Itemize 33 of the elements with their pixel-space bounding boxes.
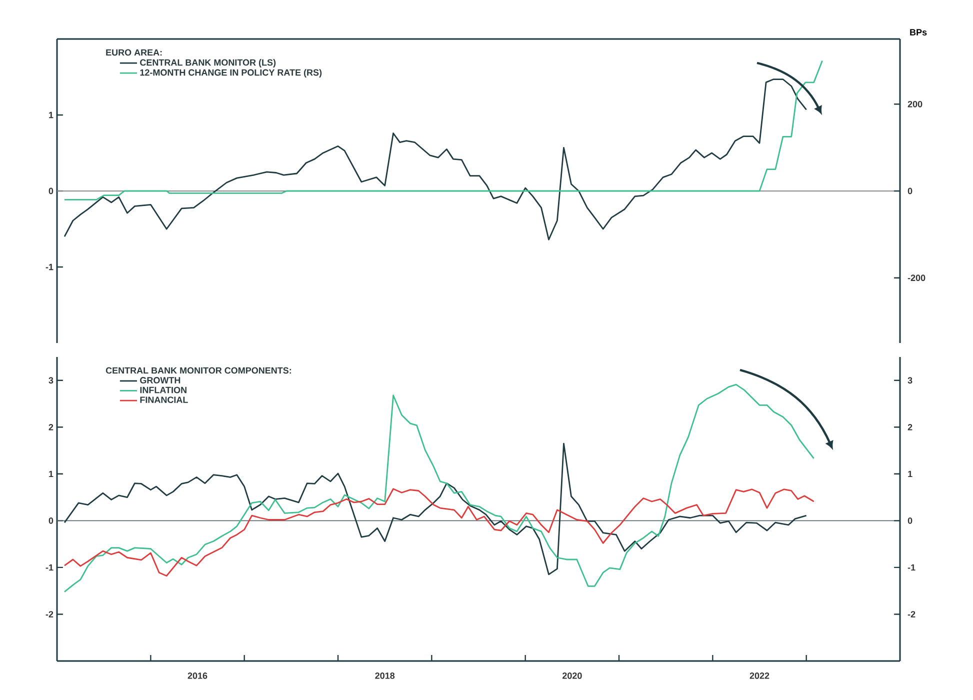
y2-tick-label: -1	[908, 564, 916, 571]
y-tick-label: -1	[46, 564, 54, 571]
legend-label: FINANCIAL	[140, 396, 188, 404]
y-tick-label: 3	[48, 377, 54, 384]
x-tick-label: 2020	[562, 672, 582, 679]
y-tick-label: 1	[49, 112, 54, 118]
y2-tick-label: 0	[908, 188, 912, 194]
y2-tick-label: 1	[908, 470, 912, 478]
legend-title: EURO AREA:	[106, 49, 162, 56]
y-tick-label: 0	[48, 188, 54, 194]
y-tick-label: 0	[48, 517, 54, 524]
x-tick-label: 2016	[188, 672, 208, 679]
y2-tick-label: -200	[908, 274, 926, 282]
y-tick-label: 2	[48, 424, 54, 430]
x-tick-label: 2018	[375, 672, 395, 679]
y2-tick-label: -2	[908, 611, 916, 618]
y2-tick-label: 200	[908, 100, 922, 108]
line-series	[64, 60, 823, 200]
y2-tick-label: 3	[908, 377, 912, 384]
y2-tick-label: 0	[908, 517, 912, 524]
y-tick-label: -2	[46, 611, 54, 618]
legend-label: GROWTH	[140, 377, 180, 384]
y2-tick-label: 2	[908, 424, 912, 430]
y-tick-label: 1	[49, 470, 54, 478]
y2-axis-title: BPs	[910, 29, 927, 36]
legend-label: INFLATION	[140, 386, 186, 394]
legend-label: CENTRAL BANK MONITOR (LS)	[140, 59, 276, 68]
x-tick-label: 2022	[750, 672, 770, 679]
line-series	[64, 384, 815, 592]
legend-title: CENTRAL BANK MONITOR COMPONENTS:	[106, 367, 292, 374]
y-tick-label: -1	[46, 264, 54, 270]
legend-label: 12-MONTH CHANGE IN POLICY RATE (RS)	[140, 69, 322, 78]
line-series	[64, 78, 808, 240]
